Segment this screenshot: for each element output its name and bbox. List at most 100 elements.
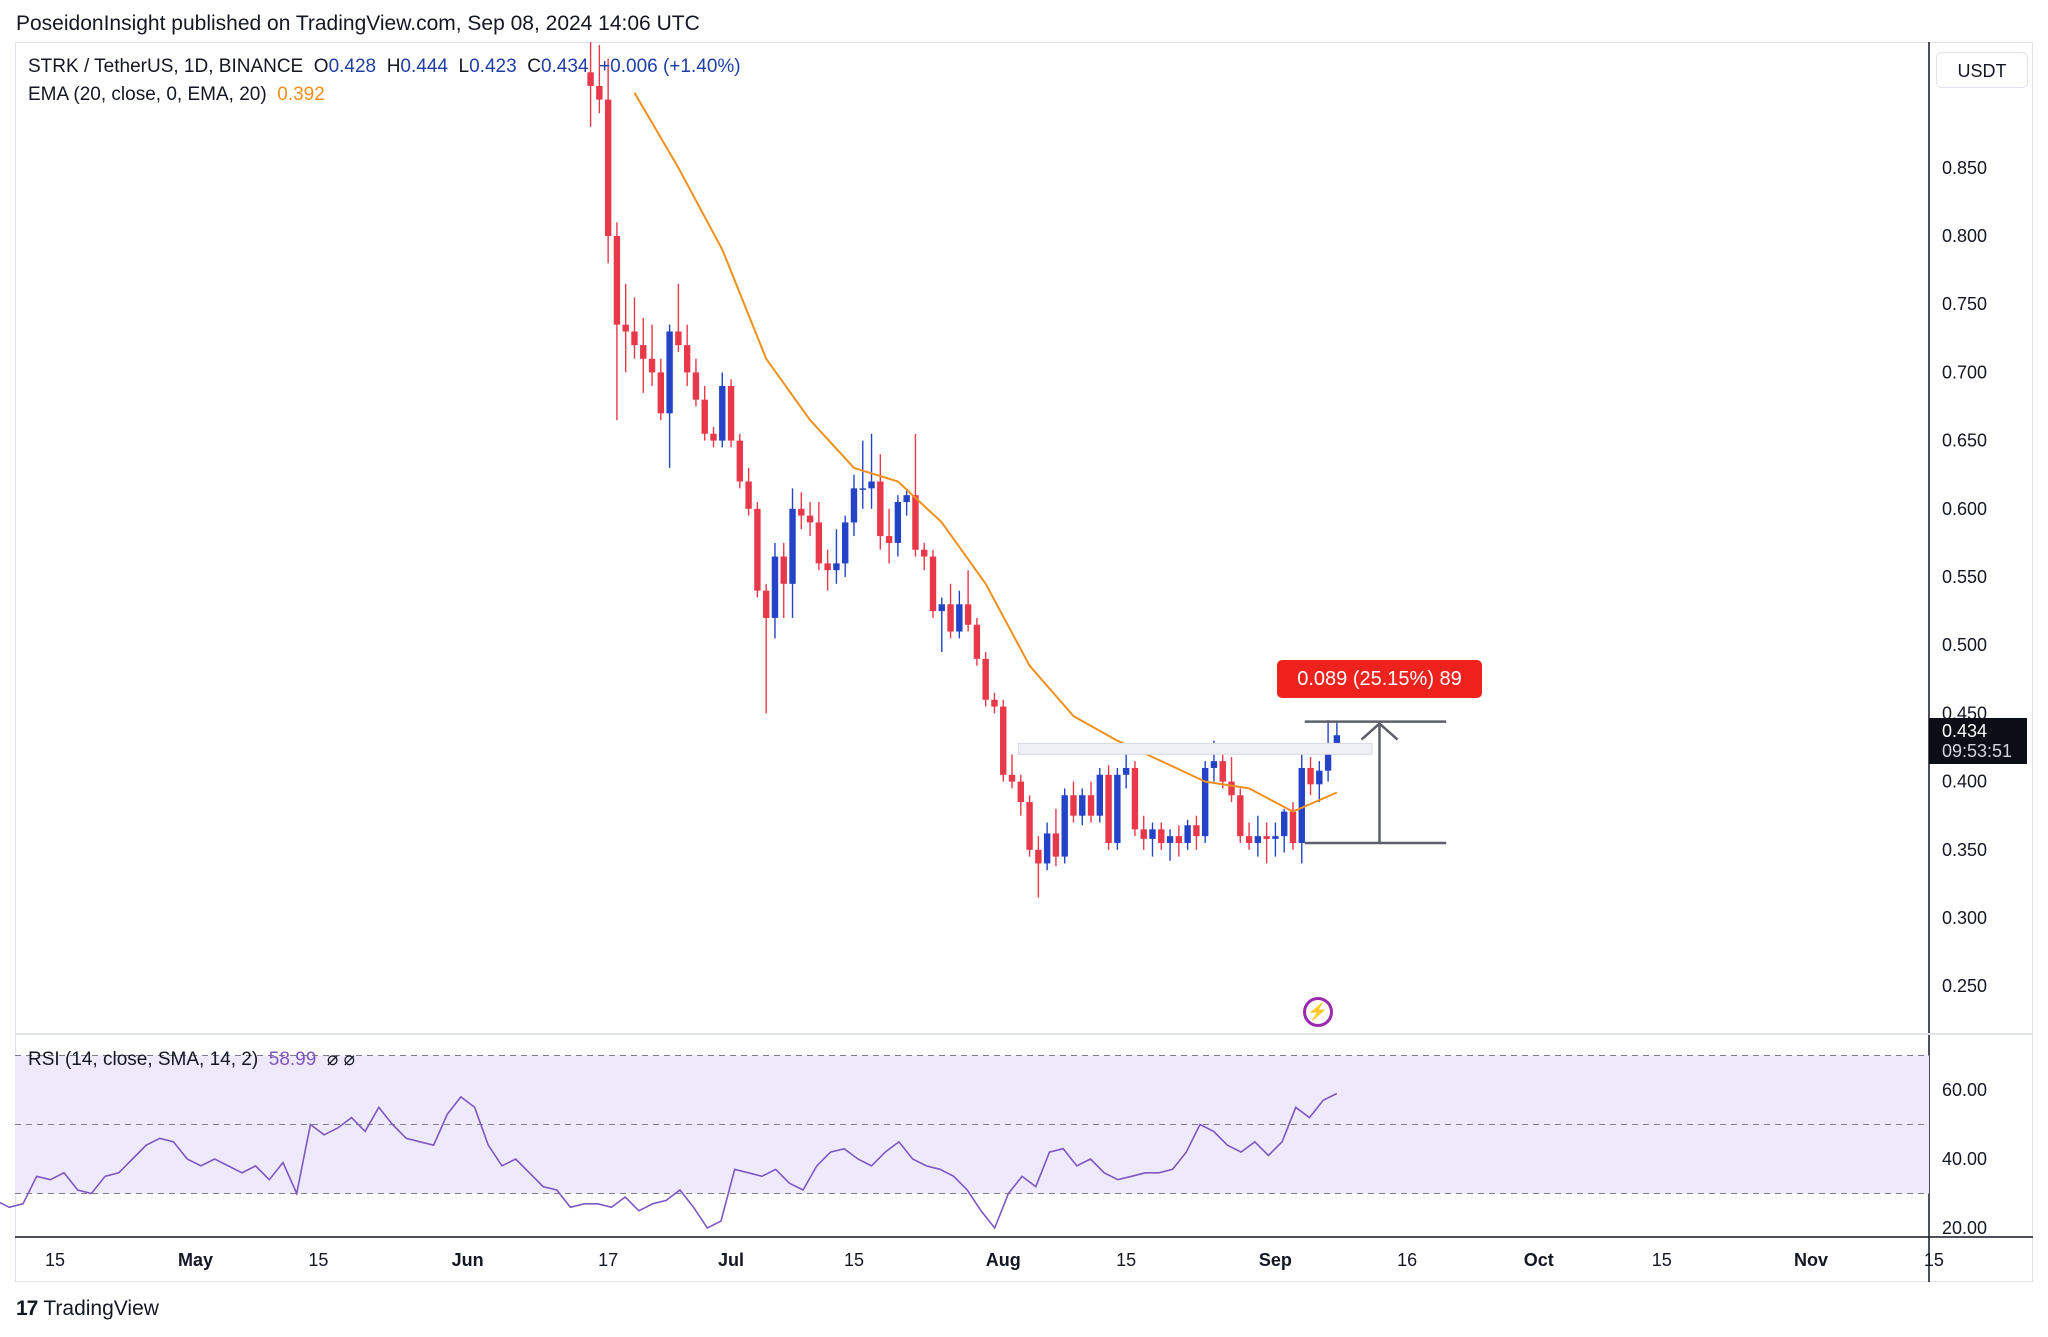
- candle-body: [596, 85, 603, 100]
- candle: [1122, 754, 1130, 789]
- candle: [921, 542, 928, 571]
- candle-body: [1105, 774, 1112, 843]
- time-axis[interactable]: 15 May 15 Jun 17 Jul 15 Aug 15 Sep 16 Oct 15 Nov 15: [45, 1250, 1944, 1270]
- drawings[interactable]: [1017, 720, 1447, 845]
- candle-body: [727, 386, 735, 441]
- time-tick: Sep: [1259, 1250, 1292, 1270]
- candle-body: [833, 563, 840, 571]
- candle: [850, 474, 858, 537]
- candle-body: [991, 699, 998, 707]
- rsi-hidden-icons[interactable]: ⌀ ⌀: [326, 1049, 356, 1070]
- price-scale[interactable]: 0.850 0.800 0.750 0.700 0.650 0.600 0.550 0.500…: [1942, 158, 1987, 1238]
- candle: [1307, 757, 1314, 796]
- candle-body: [1228, 781, 1235, 796]
- candle-body: [1043, 833, 1051, 864]
- candle: [789, 488, 796, 618]
- candle-body: [1289, 811, 1297, 843]
- candle-body: [789, 508, 796, 584]
- candle: [1043, 822, 1051, 871]
- candle-body: [745, 481, 752, 509]
- high-value: 0.444: [400, 56, 448, 77]
- candle: [815, 501, 823, 571]
- rsi-legend[interactable]: RSI (14, close, SMA, 14, 2) 58.99 ⌀ ⌀: [28, 1048, 355, 1071]
- candle-body: [1219, 761, 1226, 782]
- price-tick: 0.250: [1942, 976, 1987, 996]
- candle: [701, 386, 708, 441]
- candles: [587, 42, 1341, 898]
- candle: [622, 283, 629, 373]
- candle-body: [1079, 795, 1086, 816]
- candle-body: [1324, 743, 1332, 771]
- candle: [1281, 808, 1288, 853]
- candle: [903, 488, 910, 516]
- candle-body: [1000, 706, 1007, 775]
- candle-body: [1333, 735, 1341, 744]
- price-tick: 0.850: [1942, 158, 1987, 178]
- candle: [683, 324, 691, 387]
- candle: [885, 508, 893, 564]
- current-price-tag: 0.434 09:53:51: [1929, 718, 2027, 764]
- candle: [1052, 808, 1060, 867]
- candle-body: [1210, 761, 1218, 768]
- ema-line: [633, 92, 1338, 813]
- candle: [1079, 788, 1086, 826]
- candle-body: [798, 508, 805, 516]
- symbol-name[interactable]: STRK / TetherUS, 1D, BINANCE: [28, 56, 304, 77]
- time-tick: 15: [1116, 1250, 1136, 1270]
- symbol-legend[interactable]: STRK / TetherUS, 1D, BINANCE O0.428 H0.4…: [28, 56, 741, 78]
- candle: [938, 597, 945, 653]
- measure-label[interactable]: 0.089 (25.15%) 89: [1277, 660, 1482, 698]
- candle-body: [956, 604, 963, 632]
- candle: [1289, 802, 1297, 850]
- candle: [604, 58, 612, 264]
- measure-arrow-head: [1360, 721, 1399, 741]
- candle-body: [1201, 767, 1209, 837]
- candle: [929, 549, 937, 618]
- candle: [666, 324, 673, 468]
- chart-frame: [15, 42, 2033, 1282]
- candle-body: [938, 604, 945, 612]
- lightning-icon[interactable]: ⚡: [1303, 997, 1333, 1027]
- candle-body: [1096, 774, 1104, 816]
- price-tick: 0.800: [1942, 226, 1987, 246]
- tradingview-logo[interactable]: 17 TradingView: [16, 1297, 159, 1321]
- candle: [710, 426, 717, 448]
- candle-body: [894, 501, 902, 543]
- candle: [1131, 761, 1139, 837]
- rsi-label[interactable]: RSI (14, close, SMA, 14, 2): [28, 1049, 259, 1070]
- candle-body: [1052, 833, 1060, 857]
- ema-label[interactable]: EMA (20, close, 0, EMA, 20): [28, 84, 267, 105]
- candle-body: [903, 495, 910, 502]
- candle-body: [736, 440, 744, 482]
- candle-body: [754, 508, 761, 591]
- currency-unit-button[interactable]: USDT: [1936, 52, 2028, 88]
- candle: [1114, 767, 1121, 850]
- candle: [1140, 815, 1147, 850]
- open-label: O: [313, 56, 329, 77]
- candle-body: [1061, 795, 1068, 857]
- candle: [727, 379, 735, 448]
- candle: [1272, 822, 1279, 857]
- time-tick: Jul: [718, 1250, 744, 1270]
- ema-polyline: [633, 92, 1338, 813]
- candle: [1087, 781, 1095, 823]
- published-caption: PoseidonInsight published on TradingView…: [16, 12, 700, 35]
- candle-body: [1316, 770, 1323, 785]
- candle: [1035, 836, 1042, 898]
- bar-countdown: 09:53:51: [1942, 741, 2013, 761]
- candle-body: [675, 331, 682, 346]
- low-value: 0.423: [469, 56, 517, 77]
- candle-body: [701, 399, 708, 434]
- candle: [956, 590, 963, 639]
- time-tick: 15: [308, 1250, 328, 1270]
- candle: [780, 542, 787, 618]
- candle-body: [762, 590, 770, 618]
- candle: [587, 42, 594, 127]
- candle: [1008, 754, 1016, 789]
- candle-body: [587, 72, 594, 86]
- candle: [1061, 788, 1068, 864]
- close-value: 0.434: [540, 56, 589, 77]
- ema-legend[interactable]: EMA (20, close, 0, EMA, 20) 0.392: [28, 84, 325, 106]
- candle: [1166, 829, 1174, 861]
